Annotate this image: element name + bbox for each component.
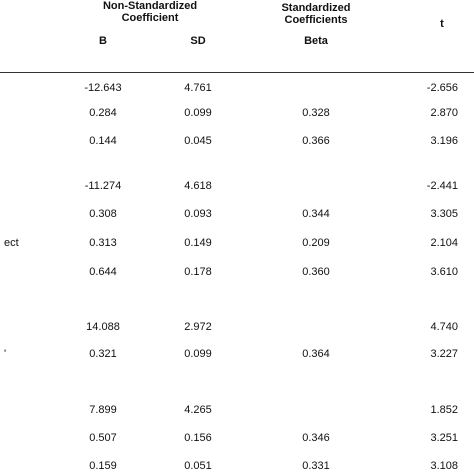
table-cell: 2.972: [184, 321, 212, 333]
table-cell: 2.870: [430, 107, 458, 119]
table-cell: 2.104: [430, 237, 458, 249]
table-cell: 0.364: [302, 348, 330, 360]
table-cell: 4.618: [184, 180, 212, 192]
table-cell: 3.251: [430, 432, 458, 444]
table-cell: 0.321: [89, 348, 117, 360]
table-cell: 0.331: [302, 460, 330, 472]
table-cell: -11.274: [84, 180, 122, 192]
row-label: ect: [4, 237, 19, 249]
table-cell: -12.643: [84, 82, 122, 94]
table-cell: 0.313: [89, 237, 117, 249]
table-cell: 0.099: [184, 107, 212, 119]
table-cell: 3.108: [430, 460, 458, 472]
table-cell: 0.346: [302, 432, 330, 444]
row-label: ': [4, 348, 7, 360]
header-group: Non-Standardized Coefficient: [102, 0, 198, 24]
table-cell: 0.366: [302, 135, 330, 147]
table-cell: 3.305: [430, 208, 458, 220]
table-cell: 3.196: [430, 135, 458, 147]
table-cell: 0.093: [184, 208, 212, 220]
table-cell: 0.099: [184, 348, 212, 360]
table-cell: 0.284: [89, 107, 117, 119]
table-cell: 7.899: [89, 404, 117, 416]
table-cell: 0.644: [89, 266, 117, 278]
table-cell: 0.159: [89, 460, 117, 472]
table-cell: 0.360: [302, 266, 330, 278]
table-cell: 0.156: [184, 432, 212, 444]
table-cell: 0.308: [89, 208, 117, 220]
header-cell: B: [99, 35, 107, 47]
table-cell: 4.265: [184, 404, 212, 416]
table-cell: 14.088: [86, 321, 120, 333]
table-cell: 0.209: [302, 237, 330, 249]
table-cell: 0.144: [89, 135, 117, 147]
table-cell: 0.344: [302, 208, 330, 220]
table-cell: 3.610: [430, 266, 458, 278]
header-cell: Beta: [304, 35, 328, 47]
header-rule: [0, 72, 474, 73]
table-cell: 0.149: [184, 237, 212, 249]
table-cell: -2.656: [426, 82, 458, 94]
table-cell: 0.507: [89, 432, 117, 444]
table-cell: -2.441: [426, 180, 458, 192]
header-group: Standardized Coefficients: [281, 2, 351, 26]
header-cell: t: [440, 18, 444, 30]
table-cell: 0.178: [184, 266, 212, 278]
table-cell: 0.045: [184, 135, 212, 147]
table-cell: 4.761: [184, 82, 212, 94]
table-cell: 0.051: [184, 460, 212, 472]
table-cell: 1.852: [430, 404, 458, 416]
header-cell: SD: [190, 35, 206, 47]
table-cell: 0.328: [302, 107, 330, 119]
table-cell: 3.227: [430, 348, 458, 360]
table-cell: 4.740: [430, 321, 458, 333]
